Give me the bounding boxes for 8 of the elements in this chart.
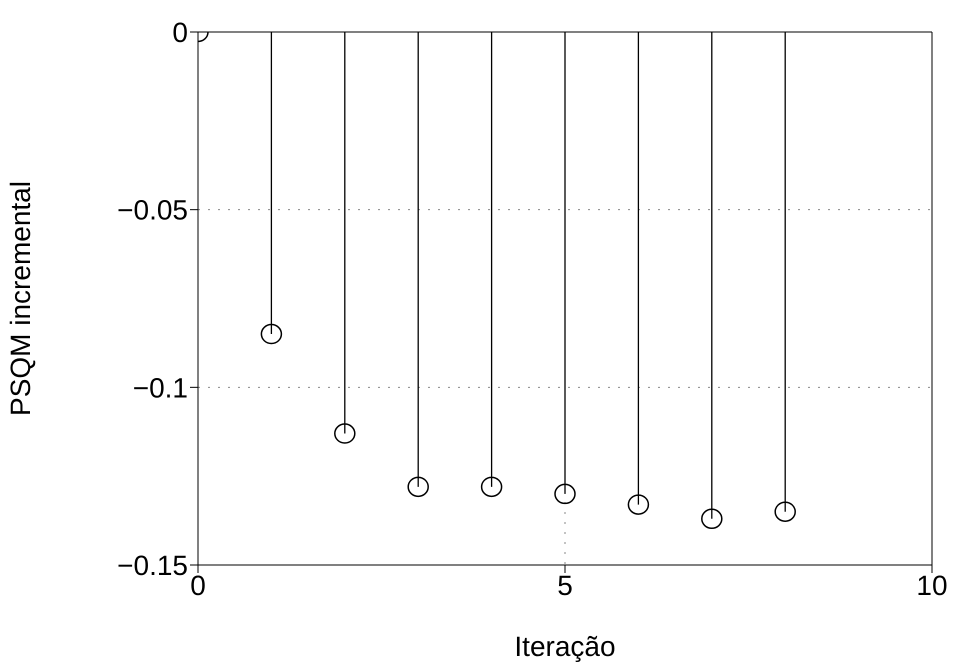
x-tick-label: 5 (557, 570, 573, 601)
y-tick-label: −0.15 (117, 550, 188, 581)
x-tick-label: 10 (916, 570, 948, 601)
y-tick-label: −0.1 (132, 372, 188, 404)
y-tick-label: 0 (172, 16, 188, 48)
y-tick-label: −0.05 (117, 194, 188, 226)
y-axis-title: PSQM incremental (4, 181, 36, 416)
x-axis-title: Iteração (514, 631, 616, 662)
